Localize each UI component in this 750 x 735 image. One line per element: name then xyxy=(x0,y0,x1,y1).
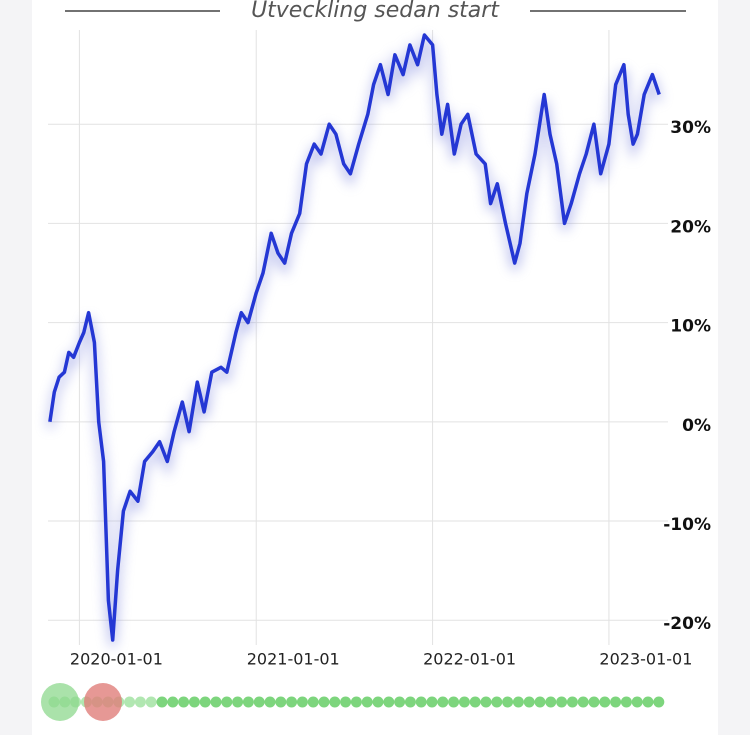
timeline-dot xyxy=(307,696,319,708)
y-tick-label: 30% xyxy=(670,118,711,138)
timeline-dot xyxy=(426,696,438,708)
timeline-dot xyxy=(134,696,146,708)
timeline-dot xyxy=(264,696,276,708)
timeline-dot xyxy=(253,696,265,708)
timeline-dot xyxy=(221,696,233,708)
timeline-dot xyxy=(167,696,179,708)
timeline-dot xyxy=(178,696,190,708)
timeline-dot xyxy=(534,696,546,708)
x-tick-label: 2021-01-01 xyxy=(247,650,340,669)
x-tick-label: 2022-01-01 xyxy=(423,650,516,669)
timeline-dot xyxy=(188,696,200,708)
timeline-dot xyxy=(523,696,535,708)
timeline-dot xyxy=(577,696,589,708)
x-tick-label: 2020-01-01 xyxy=(70,650,163,669)
timeline-dot xyxy=(610,696,622,708)
timeline-dot xyxy=(502,696,514,708)
timeline-dot xyxy=(329,696,341,708)
timeline-dot xyxy=(156,696,168,708)
timeline-marker xyxy=(84,683,122,721)
timeline-dot xyxy=(372,696,384,708)
series-line xyxy=(48,33,661,642)
timeline-dot xyxy=(642,696,654,708)
timeline-dot xyxy=(545,696,557,708)
timeline-dot xyxy=(437,696,449,708)
timeline-dot xyxy=(242,696,254,708)
timeline-dot xyxy=(415,696,427,708)
timeline-dot xyxy=(512,696,524,708)
timeline-dot xyxy=(631,696,643,708)
y-tick-label: -10% xyxy=(663,515,711,535)
timeline-dot xyxy=(394,696,406,708)
timeline-dot xyxy=(653,696,665,708)
timeline-dot xyxy=(232,696,244,708)
timeline-dot xyxy=(145,696,157,708)
timeline-dot xyxy=(350,696,362,708)
timeline-dot xyxy=(404,696,416,708)
timeline-dot xyxy=(296,696,308,708)
y-tick-label: -20% xyxy=(663,614,711,634)
line-shadow xyxy=(46,34,663,647)
timeline-dot xyxy=(491,696,503,708)
timeline-dot xyxy=(210,696,222,708)
chart-title: Utveckling sedan start xyxy=(251,0,500,23)
y-tick-label: 0% xyxy=(682,416,711,436)
y-tick-label: 20% xyxy=(670,217,711,237)
timeline-dot xyxy=(448,696,460,708)
timeline-dot xyxy=(318,696,330,708)
timeline-dot xyxy=(556,696,568,708)
timeline-dot xyxy=(361,696,373,708)
timeline-dot xyxy=(275,696,287,708)
timeline-dot xyxy=(124,696,136,708)
y-tick-label: 10% xyxy=(670,317,711,337)
timeline-dot xyxy=(286,696,298,708)
timeline-dot xyxy=(566,696,578,708)
panel xyxy=(32,0,718,735)
timeline-dot xyxy=(620,696,632,708)
timeline-dot xyxy=(480,696,492,708)
timeline-dot xyxy=(588,696,600,708)
timeline-marker xyxy=(41,683,79,721)
x-tick-label: 2023-01-01 xyxy=(599,650,692,669)
timeline-dot xyxy=(599,696,611,708)
timeline-dot xyxy=(383,696,395,708)
timeline-dot xyxy=(199,696,211,708)
timeline-dot xyxy=(469,696,481,708)
timeline-dot xyxy=(458,696,470,708)
timeline-dot xyxy=(340,696,352,708)
